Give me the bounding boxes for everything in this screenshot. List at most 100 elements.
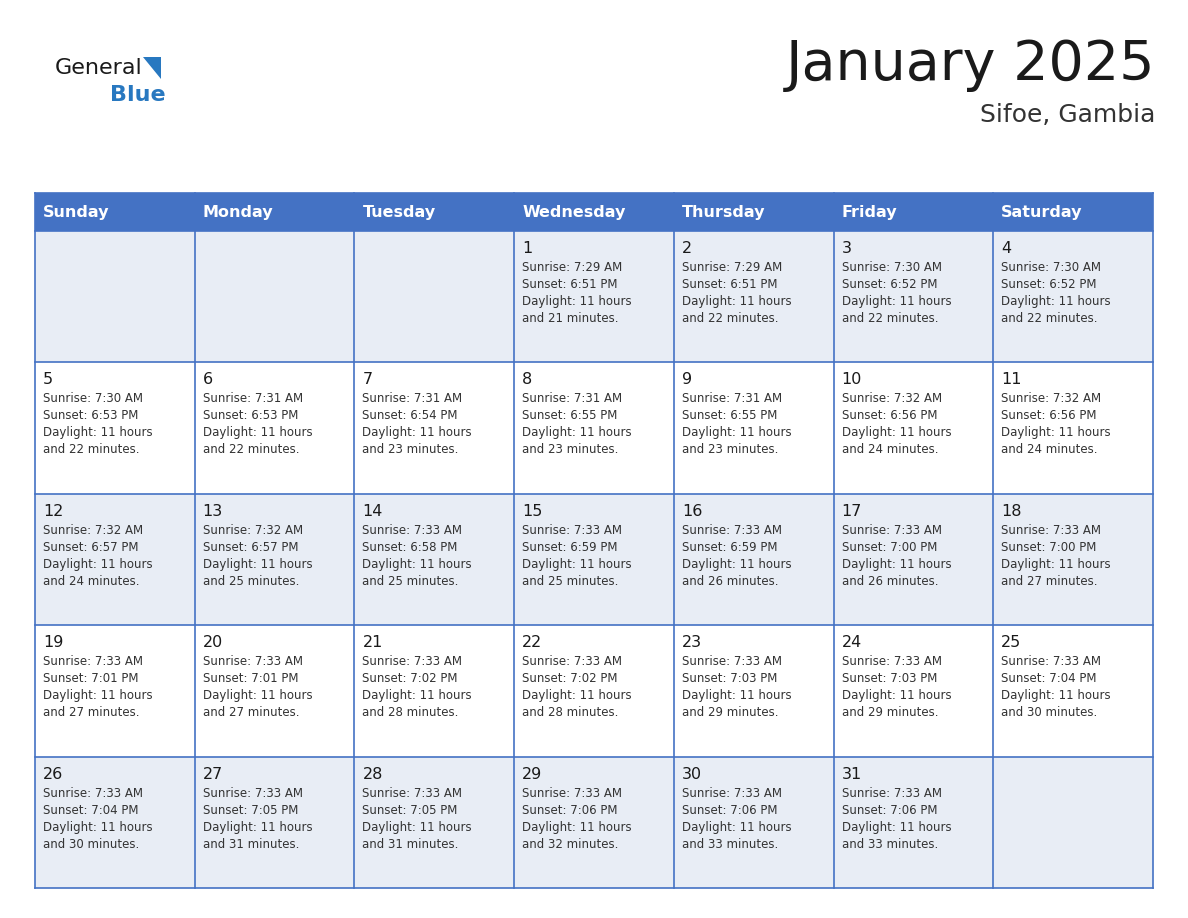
Text: and 27 minutes.: and 27 minutes. <box>43 706 139 719</box>
Text: Sifoe, Gambia: Sifoe, Gambia <box>980 103 1155 127</box>
Text: 26: 26 <box>43 767 63 781</box>
Bar <box>993 193 1154 231</box>
Text: Sunset: 6:59 PM: Sunset: 6:59 PM <box>523 541 618 554</box>
Bar <box>354 625 514 756</box>
Text: Sunset: 7:02 PM: Sunset: 7:02 PM <box>362 672 457 685</box>
Text: Sunset: 7:05 PM: Sunset: 7:05 PM <box>203 803 298 817</box>
Text: Sunset: 6:57 PM: Sunset: 6:57 PM <box>203 541 298 554</box>
Text: 10: 10 <box>841 373 862 387</box>
Text: Sunset: 7:06 PM: Sunset: 7:06 PM <box>841 803 937 817</box>
Text: Sunset: 6:57 PM: Sunset: 6:57 PM <box>43 541 139 554</box>
Bar <box>195 494 354 625</box>
Text: and 21 minutes.: and 21 minutes. <box>523 312 619 325</box>
Text: Daylight: 11 hours: Daylight: 11 hours <box>523 689 632 702</box>
Text: Daylight: 11 hours: Daylight: 11 hours <box>841 689 952 702</box>
Text: Daylight: 11 hours: Daylight: 11 hours <box>841 426 952 440</box>
Text: Sunrise: 7:33 AM: Sunrise: 7:33 AM <box>362 655 462 668</box>
Text: Sunrise: 7:29 AM: Sunrise: 7:29 AM <box>523 261 623 274</box>
Bar <box>34 625 195 756</box>
Text: Daylight: 11 hours: Daylight: 11 hours <box>523 558 632 571</box>
Text: Sunset: 6:52 PM: Sunset: 6:52 PM <box>1001 278 1097 291</box>
Text: 2: 2 <box>682 241 691 256</box>
Text: Monday: Monday <box>203 205 273 219</box>
Text: 29: 29 <box>523 767 543 781</box>
Text: Sunrise: 7:33 AM: Sunrise: 7:33 AM <box>362 524 462 537</box>
Bar <box>993 494 1154 625</box>
Bar <box>674 625 834 756</box>
Text: Sunset: 6:56 PM: Sunset: 6:56 PM <box>841 409 937 422</box>
Text: Sunset: 7:06 PM: Sunset: 7:06 PM <box>523 803 618 817</box>
Text: 13: 13 <box>203 504 223 519</box>
Text: Sunrise: 7:31 AM: Sunrise: 7:31 AM <box>523 392 623 406</box>
Text: Sunrise: 7:33 AM: Sunrise: 7:33 AM <box>523 787 623 800</box>
Text: 12: 12 <box>43 504 63 519</box>
Text: 4: 4 <box>1001 241 1011 256</box>
Text: Sunrise: 7:33 AM: Sunrise: 7:33 AM <box>362 787 462 800</box>
Bar <box>514 363 674 494</box>
Text: and 33 minutes.: and 33 minutes. <box>841 837 937 851</box>
Bar <box>195 363 354 494</box>
Text: Saturday: Saturday <box>1001 205 1082 219</box>
Bar <box>834 756 993 888</box>
Text: 25: 25 <box>1001 635 1022 650</box>
Bar <box>354 193 514 231</box>
Text: Daylight: 11 hours: Daylight: 11 hours <box>203 821 312 834</box>
Text: 21: 21 <box>362 635 383 650</box>
Text: Sunrise: 7:33 AM: Sunrise: 7:33 AM <box>841 655 942 668</box>
Bar <box>674 231 834 363</box>
Text: and 22 minutes.: and 22 minutes. <box>43 443 139 456</box>
Text: Sunset: 7:03 PM: Sunset: 7:03 PM <box>682 672 777 685</box>
Text: and 28 minutes.: and 28 minutes. <box>523 706 619 719</box>
Text: Daylight: 11 hours: Daylight: 11 hours <box>43 689 152 702</box>
Bar <box>993 625 1154 756</box>
Text: Daylight: 11 hours: Daylight: 11 hours <box>43 821 152 834</box>
Text: Daylight: 11 hours: Daylight: 11 hours <box>362 821 472 834</box>
Text: 7: 7 <box>362 373 373 387</box>
Text: Daylight: 11 hours: Daylight: 11 hours <box>1001 426 1111 440</box>
Text: and 22 minutes.: and 22 minutes. <box>841 312 939 325</box>
Text: Sunset: 6:51 PM: Sunset: 6:51 PM <box>682 278 777 291</box>
Text: Sunrise: 7:33 AM: Sunrise: 7:33 AM <box>1001 655 1101 668</box>
Text: 11: 11 <box>1001 373 1022 387</box>
Bar <box>514 756 674 888</box>
Text: and 25 minutes.: and 25 minutes. <box>523 575 619 588</box>
Bar <box>514 625 674 756</box>
Text: 24: 24 <box>841 635 861 650</box>
Text: and 26 minutes.: and 26 minutes. <box>841 575 939 588</box>
Text: and 28 minutes.: and 28 minutes. <box>362 706 459 719</box>
Bar <box>674 363 834 494</box>
Bar <box>34 756 195 888</box>
Text: 28: 28 <box>362 767 383 781</box>
Text: Daylight: 11 hours: Daylight: 11 hours <box>682 558 791 571</box>
Text: Sunrise: 7:33 AM: Sunrise: 7:33 AM <box>203 787 303 800</box>
Text: 22: 22 <box>523 635 543 650</box>
Bar <box>195 625 354 756</box>
Bar <box>354 756 514 888</box>
Text: Sunset: 7:00 PM: Sunset: 7:00 PM <box>1001 541 1097 554</box>
Text: Sunrise: 7:33 AM: Sunrise: 7:33 AM <box>523 655 623 668</box>
Text: Sunrise: 7:31 AM: Sunrise: 7:31 AM <box>362 392 462 406</box>
Text: and 27 minutes.: and 27 minutes. <box>1001 575 1098 588</box>
Text: Sunset: 7:01 PM: Sunset: 7:01 PM <box>203 672 298 685</box>
Text: Daylight: 11 hours: Daylight: 11 hours <box>1001 295 1111 308</box>
Bar <box>834 363 993 494</box>
Text: Thursday: Thursday <box>682 205 765 219</box>
Text: Daylight: 11 hours: Daylight: 11 hours <box>523 295 632 308</box>
Bar <box>834 625 993 756</box>
Text: Sunset: 6:52 PM: Sunset: 6:52 PM <box>841 278 937 291</box>
Bar <box>674 494 834 625</box>
Text: Sunrise: 7:32 AM: Sunrise: 7:32 AM <box>841 392 942 406</box>
Text: Sunset: 7:01 PM: Sunset: 7:01 PM <box>43 672 139 685</box>
Text: Daylight: 11 hours: Daylight: 11 hours <box>203 558 312 571</box>
Text: 8: 8 <box>523 373 532 387</box>
Bar <box>674 193 834 231</box>
Text: Daylight: 11 hours: Daylight: 11 hours <box>841 821 952 834</box>
Text: and 33 minutes.: and 33 minutes. <box>682 837 778 851</box>
Text: 23: 23 <box>682 635 702 650</box>
Text: Sunset: 7:06 PM: Sunset: 7:06 PM <box>682 803 777 817</box>
Text: Sunrise: 7:33 AM: Sunrise: 7:33 AM <box>1001 524 1101 537</box>
Text: Sunset: 6:54 PM: Sunset: 6:54 PM <box>362 409 457 422</box>
Text: 20: 20 <box>203 635 223 650</box>
Bar <box>354 231 514 363</box>
Text: Sunrise: 7:33 AM: Sunrise: 7:33 AM <box>43 787 143 800</box>
